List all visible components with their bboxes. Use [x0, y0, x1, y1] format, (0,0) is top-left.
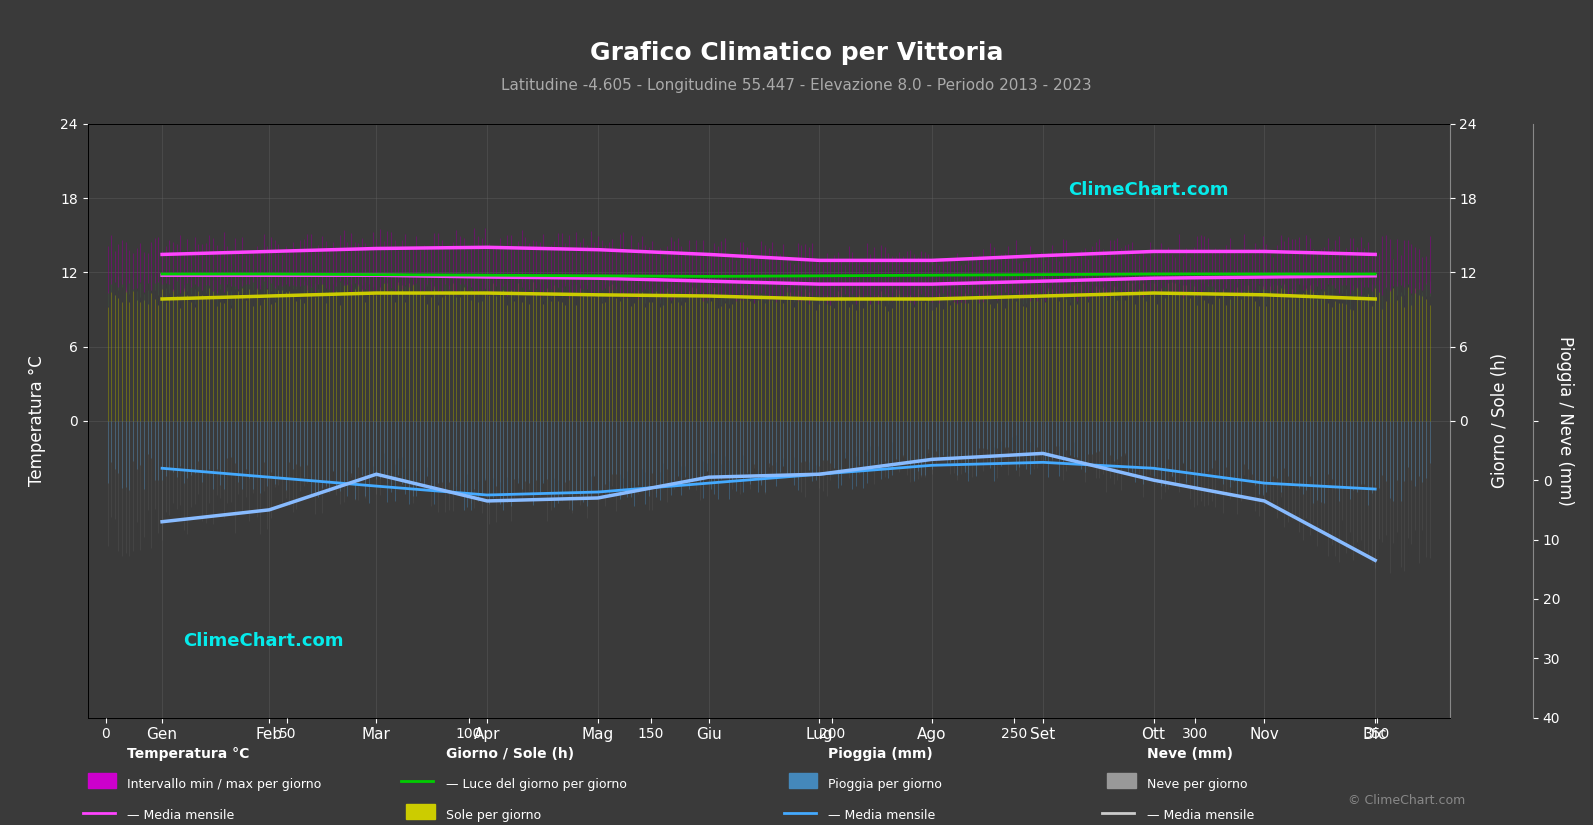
- Text: Temperatura °C: Temperatura °C: [127, 747, 250, 761]
- Text: — Luce del giorno per giorno: — Luce del giorno per giorno: [446, 778, 628, 791]
- Text: ClimeChart.com: ClimeChart.com: [183, 633, 344, 650]
- Text: — Media mensile: — Media mensile: [1147, 809, 1254, 823]
- Y-axis label: Temperatura °C: Temperatura °C: [29, 356, 46, 486]
- Y-axis label: Pioggia / Neve (mm): Pioggia / Neve (mm): [1556, 336, 1574, 506]
- Text: Neve (mm): Neve (mm): [1147, 747, 1233, 761]
- Text: ClimeChart.com: ClimeChart.com: [1069, 181, 1228, 199]
- Text: Giorno / Sole (h): Giorno / Sole (h): [446, 747, 573, 761]
- Text: Grafico Climatico per Vittoria: Grafico Climatico per Vittoria: [589, 41, 1004, 65]
- Text: © ClimeChart.com: © ClimeChart.com: [1348, 794, 1466, 808]
- Y-axis label: Giorno / Sole (h): Giorno / Sole (h): [1491, 353, 1509, 488]
- Text: Intervallo min / max per giorno: Intervallo min / max per giorno: [127, 778, 322, 791]
- Text: — Media mensile: — Media mensile: [828, 809, 935, 823]
- Text: Neve per giorno: Neve per giorno: [1147, 778, 1247, 791]
- Text: Latitudine -4.605 - Longitudine 55.447 - Elevazione 8.0 - Periodo 2013 - 2023: Latitudine -4.605 - Longitudine 55.447 -…: [502, 78, 1091, 93]
- Text: Sole per giorno: Sole per giorno: [446, 809, 542, 823]
- Text: — Media mensile: — Media mensile: [127, 809, 234, 823]
- Text: Pioggia per giorno: Pioggia per giorno: [828, 778, 941, 791]
- Text: Pioggia (mm): Pioggia (mm): [828, 747, 933, 761]
